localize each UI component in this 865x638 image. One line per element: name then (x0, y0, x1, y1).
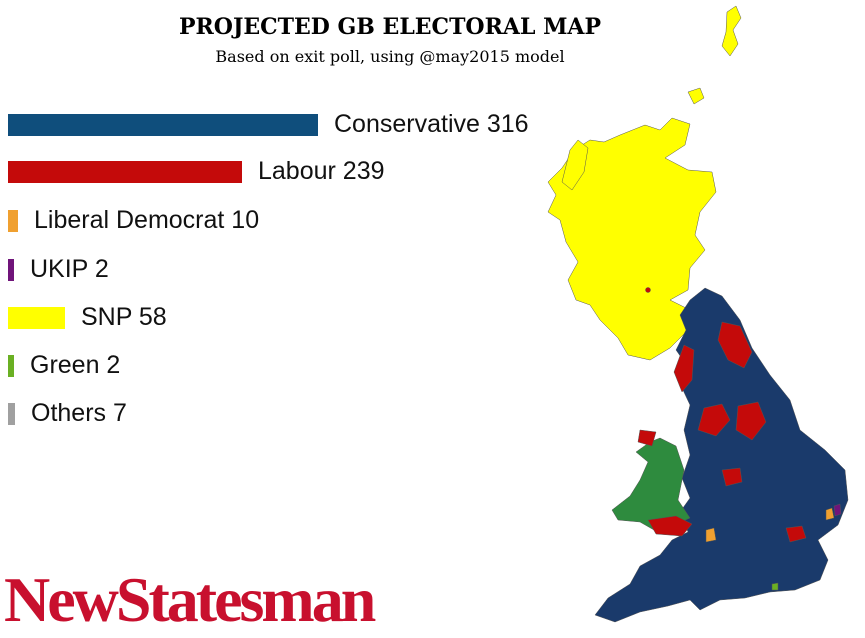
map-area-labour-london (785, 525, 807, 543)
legend-label-others: Others 7 (31, 399, 127, 427)
legend-bar-labour (8, 160, 242, 183)
map-area-labour-yorkshire (735, 401, 767, 441)
legend-item-conservative: Conservative 316 (8, 110, 529, 139)
map-region-wales (611, 437, 691, 531)
map-area-libdem-east (825, 507, 835, 521)
legend-bar-others (8, 402, 15, 425)
legend-item-ukip: UKIP 2 (8, 255, 109, 284)
legend-bar-green (8, 354, 14, 377)
legend-bar-conservative (8, 113, 318, 136)
legend-label-labour: Labour 239 (258, 157, 385, 185)
legend-bar-ukip (8, 258, 14, 281)
legend-label-conservative: Conservative 316 (334, 110, 529, 138)
page-subtitle: Based on exit poll, using @may2015 model (215, 47, 565, 66)
legend-item-green: Green 2 (8, 351, 120, 380)
map-area-libdem-southwest (705, 527, 717, 543)
map-region-hebrides (561, 139, 589, 191)
legend-item-snp: SNP 58 (8, 303, 167, 332)
map-area-labour-northwest (697, 403, 731, 437)
legend-item-libdem: Liberal Democrat 10 (8, 206, 259, 235)
legend-item-labour: Labour 239 (8, 157, 385, 186)
map-area-green-brighton (771, 582, 779, 591)
legend-label-green: Green 2 (30, 351, 121, 379)
map-area-snp-glasgow-dot (645, 287, 651, 293)
legend-label-libdem: Liberal Democrat 10 (34, 206, 260, 234)
new-statesman-logo: NewStatesman (4, 564, 376, 635)
legend-item-others: Others 7 (8, 399, 127, 428)
map-region-scotland (547, 117, 717, 361)
map-area-labour-southwales (647, 515, 693, 537)
legend-label-snp: SNP 58 (81, 303, 167, 331)
map-area-labour-northeast (717, 321, 753, 369)
legend-bar-snp (8, 306, 65, 329)
map-region-shetland (721, 5, 742, 57)
map-area-ukip-east (833, 503, 842, 517)
map-region-england (594, 287, 849, 623)
legend-bar-libdem (8, 209, 18, 232)
page-title: PROJECTED GB ELECTORAL MAP (178, 14, 602, 40)
map-area-labour-cumbria (673, 344, 695, 393)
map-area-labour-midlands (721, 467, 743, 487)
map-area-labour-northwales (637, 429, 657, 447)
legend-label-ukip: UKIP 2 (30, 255, 109, 283)
map-region-orkney (687, 87, 705, 105)
